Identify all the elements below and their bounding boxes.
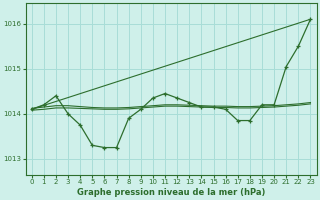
- X-axis label: Graphe pression niveau de la mer (hPa): Graphe pression niveau de la mer (hPa): [77, 188, 265, 197]
